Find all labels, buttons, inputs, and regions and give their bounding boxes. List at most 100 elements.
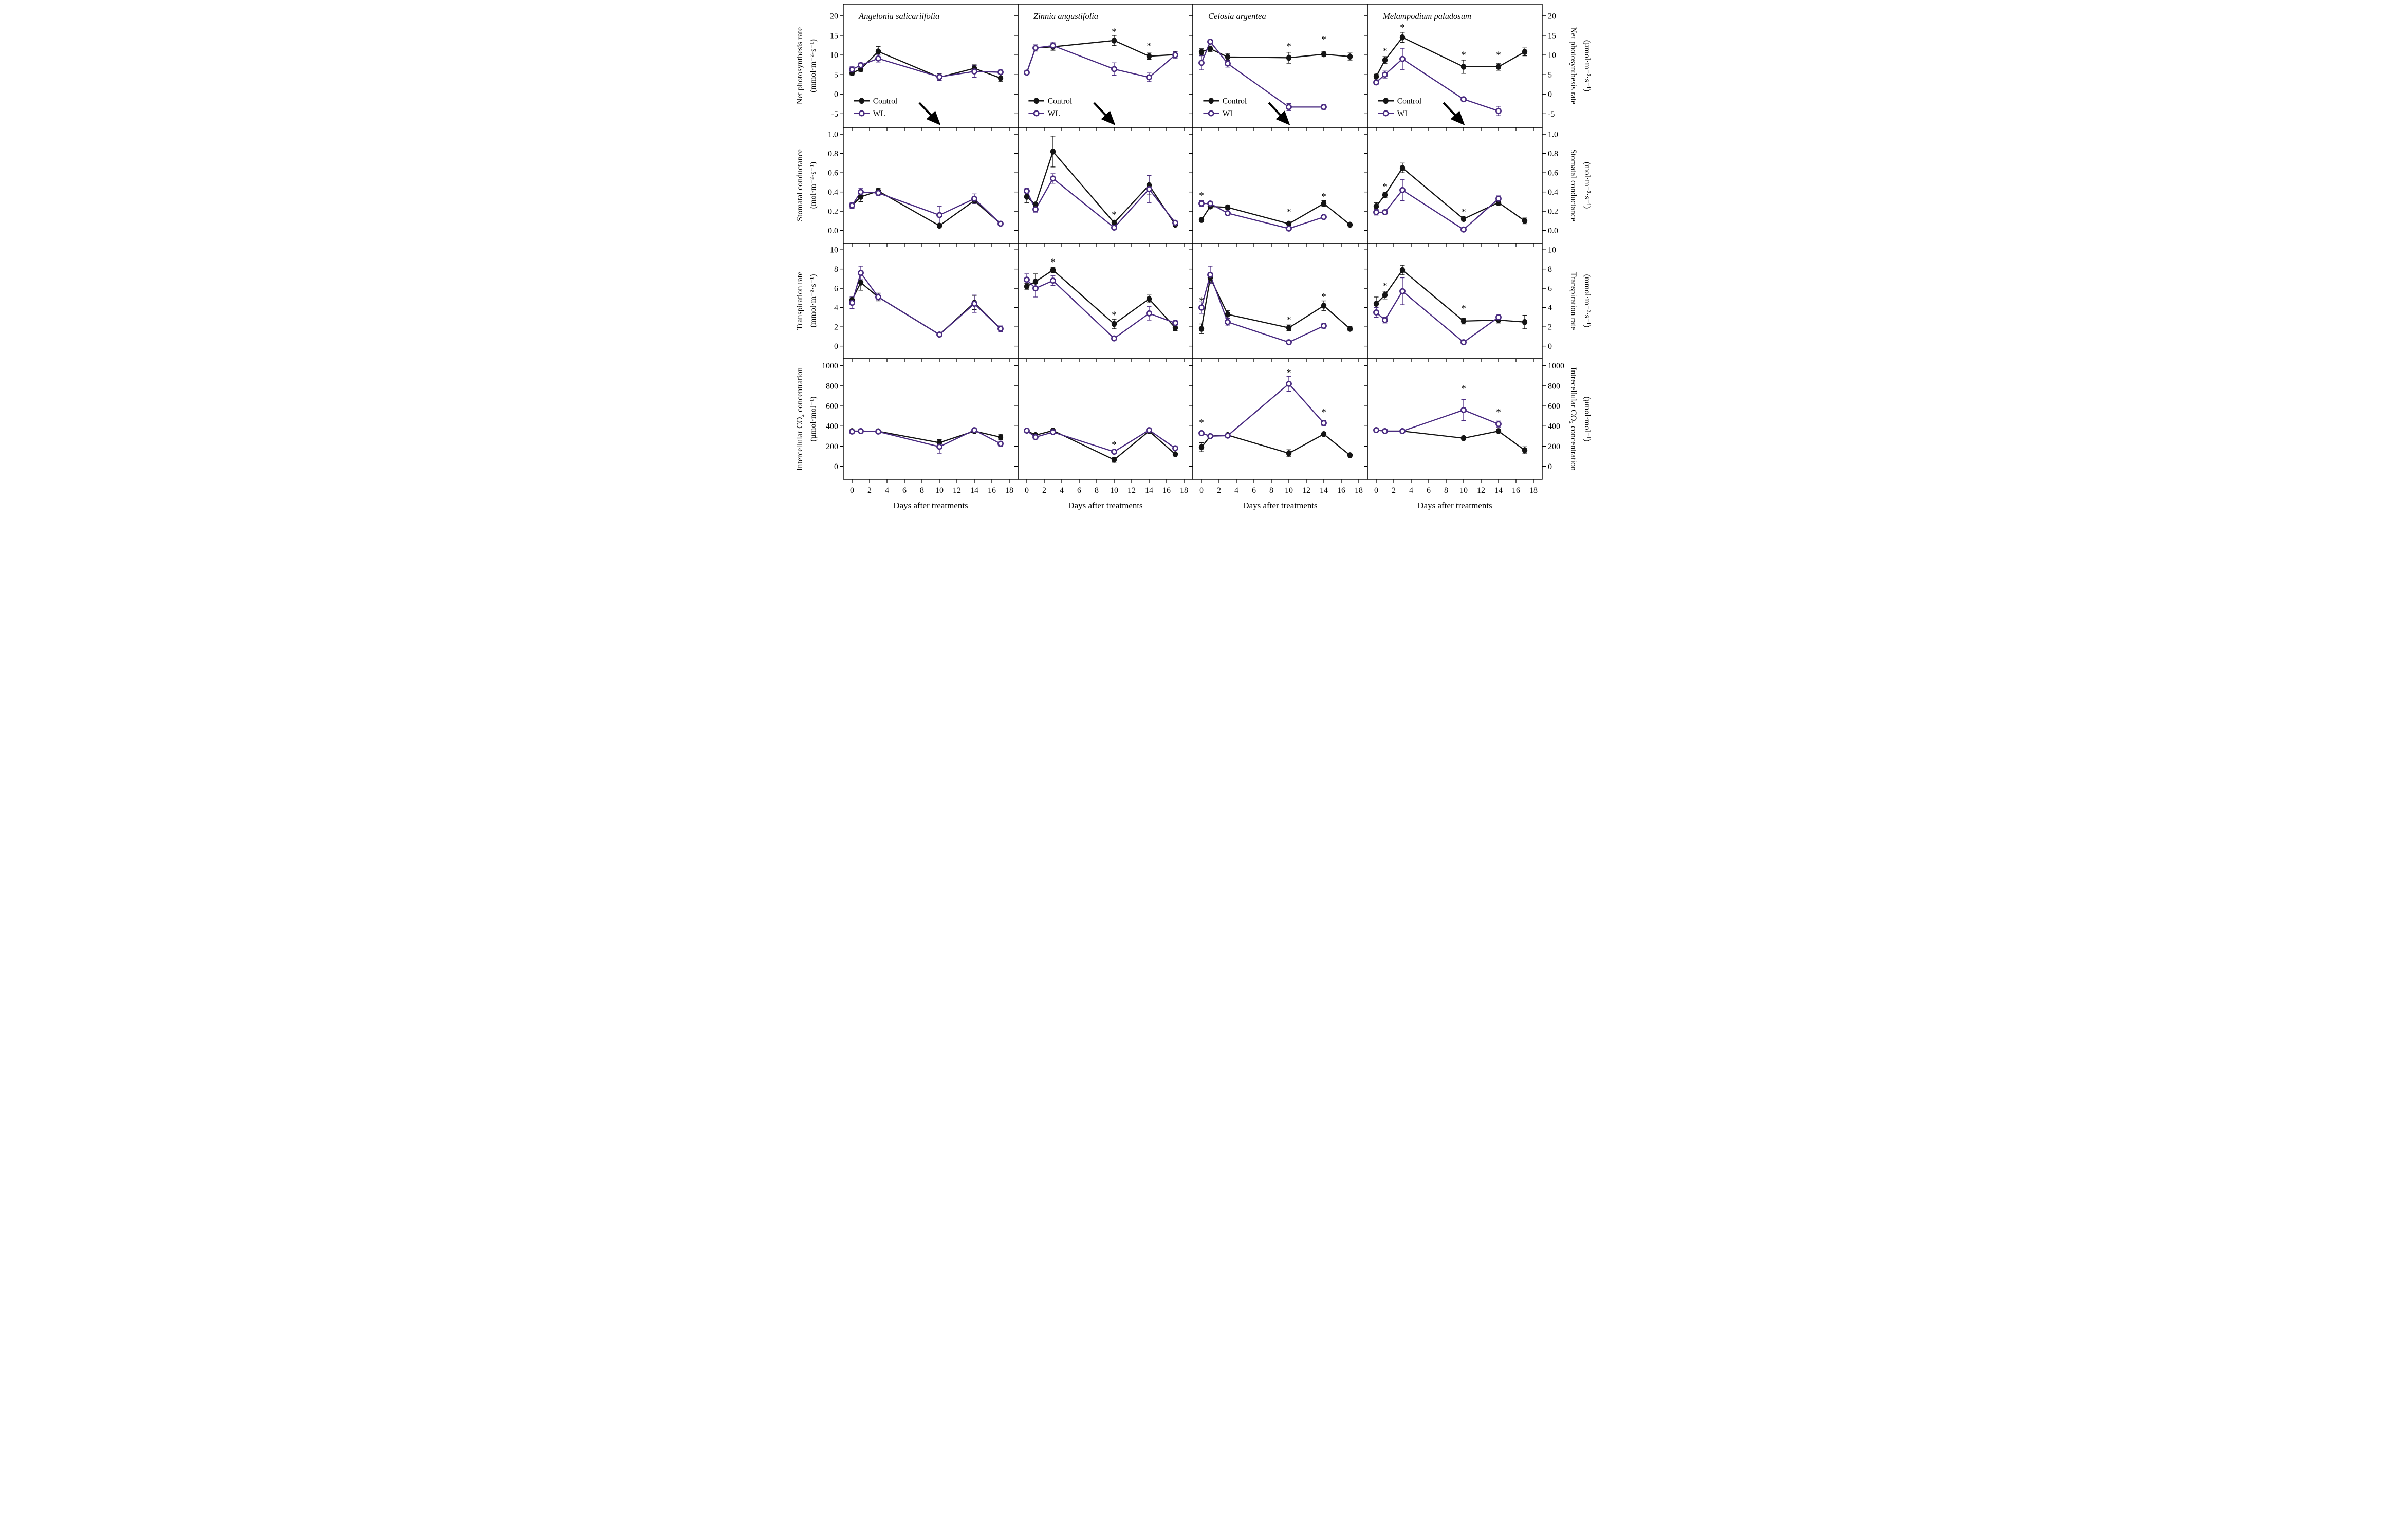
significance-asterisk: * bbox=[1321, 191, 1326, 202]
wl-marker-icon bbox=[1320, 323, 1327, 329]
svg-text:6: 6 bbox=[1548, 285, 1552, 293]
wl-marker-icon bbox=[1399, 288, 1406, 294]
svg-text:14: 14 bbox=[1145, 486, 1153, 495]
svg-text:0.2: 0.2 bbox=[1548, 208, 1558, 216]
svg-text:5: 5 bbox=[1548, 71, 1552, 80]
wl-marker-icon bbox=[875, 55, 881, 62]
control-marker-icon bbox=[1347, 325, 1353, 332]
svg-text:4: 4 bbox=[1548, 304, 1552, 312]
svg-text:2: 2 bbox=[867, 486, 872, 495]
control-marker-icon bbox=[1024, 194, 1029, 200]
svg-text:200: 200 bbox=[826, 442, 838, 451]
wl-marker-icon bbox=[1207, 200, 1213, 207]
legend-label-control: Control bbox=[1222, 97, 1246, 106]
svg-text:6: 6 bbox=[902, 486, 907, 495]
svg-text:5: 5 bbox=[834, 71, 838, 80]
wl-marker-icon bbox=[1207, 271, 1213, 278]
wl-marker-icon bbox=[1032, 45, 1039, 51]
wl-marker-icon bbox=[1224, 319, 1231, 325]
significance-asterisk: * bbox=[1321, 291, 1326, 302]
control-marker-icon bbox=[1198, 325, 1204, 332]
control-marker-icon bbox=[1208, 98, 1214, 104]
wl-marker-icon bbox=[1373, 427, 1379, 433]
control-marker-icon bbox=[1198, 49, 1204, 55]
control-marker-icon bbox=[858, 279, 863, 286]
svg-text:0.2: 0.2 bbox=[828, 208, 838, 216]
wl-marker-icon bbox=[1198, 200, 1205, 207]
significance-asterisk: * bbox=[1382, 281, 1388, 292]
significance-asterisk: * bbox=[1199, 295, 1204, 306]
svg-text:1000: 1000 bbox=[1548, 362, 1564, 370]
wl-marker-icon bbox=[936, 73, 942, 80]
y-axis-title-right: Intrecellular CO₂ concentration bbox=[1569, 367, 1578, 471]
svg-text:15: 15 bbox=[1548, 31, 1556, 40]
svg-text:8: 8 bbox=[834, 265, 838, 274]
svg-text:16: 16 bbox=[1512, 486, 1520, 495]
wl-marker-icon bbox=[1172, 219, 1178, 226]
significance-asterisk: * bbox=[1286, 207, 1291, 217]
control-marker-icon bbox=[1111, 456, 1117, 463]
wl-marker-icon bbox=[1320, 214, 1327, 220]
svg-text:0: 0 bbox=[1548, 462, 1552, 471]
wl-marker-icon bbox=[1399, 428, 1406, 434]
svg-text:0: 0 bbox=[1374, 486, 1378, 495]
svg-text:6: 6 bbox=[1252, 486, 1256, 495]
control-marker-icon bbox=[1286, 325, 1291, 331]
svg-text:12: 12 bbox=[1477, 486, 1485, 495]
control-marker-icon bbox=[1207, 45, 1213, 52]
svg-text:12: 12 bbox=[953, 486, 961, 495]
control-marker-icon bbox=[1522, 319, 1527, 325]
wl-marker-icon bbox=[997, 325, 1004, 332]
wl-marker-icon bbox=[1023, 428, 1030, 434]
significance-asterisk: * bbox=[1321, 407, 1326, 418]
wl-marker-icon bbox=[1145, 186, 1152, 192]
control-marker-icon bbox=[1321, 200, 1326, 207]
legend: Control WL bbox=[1203, 97, 1247, 118]
control-marker-icon bbox=[1522, 217, 1527, 224]
svg-text:18: 18 bbox=[1529, 486, 1538, 495]
wl-marker-icon bbox=[1111, 335, 1117, 342]
wl-marker-icon bbox=[1224, 60, 1231, 67]
wl-marker-icon bbox=[1285, 225, 1292, 232]
panel-r0c2: * * Celosia argentea Control WL bbox=[1189, 4, 1368, 131]
svg-text:18: 18 bbox=[1005, 486, 1013, 495]
control-marker-icon bbox=[1225, 204, 1230, 211]
control-marker-icon bbox=[1460, 216, 1466, 222]
wl-marker-icon bbox=[1320, 104, 1327, 110]
x-axis-title: Days after treatments bbox=[1417, 500, 1492, 510]
svg-text:1.0: 1.0 bbox=[828, 131, 838, 139]
significance-asterisk: * bbox=[1286, 367, 1291, 378]
wl-marker-icon bbox=[1399, 55, 1406, 62]
control-marker-icon bbox=[1321, 51, 1326, 58]
control-marker-icon bbox=[1198, 217, 1204, 223]
control-marker-icon bbox=[1225, 311, 1230, 318]
svg-text:12: 12 bbox=[1127, 486, 1136, 495]
control-marker-icon bbox=[1399, 164, 1405, 171]
wl-marker-icon bbox=[1049, 277, 1056, 284]
control-marker-icon bbox=[1382, 192, 1388, 198]
control-marker-icon bbox=[1024, 283, 1029, 290]
treatment-end-arrow-icon bbox=[1442, 102, 1465, 125]
significance-asterisk: * bbox=[1112, 210, 1117, 220]
svg-text:16: 16 bbox=[1162, 486, 1171, 495]
svg-text:-5: -5 bbox=[831, 110, 838, 119]
control-marker-icon bbox=[1522, 49, 1527, 55]
y-axis-unit-left: (mmol·m⁻²·s⁻¹) bbox=[809, 274, 818, 328]
y-tick-labels-right-row0: -5 0 5 10 15 20 bbox=[1548, 12, 1556, 118]
svg-text:16: 16 bbox=[1337, 486, 1345, 495]
wl-marker-icon bbox=[1495, 195, 1502, 202]
svg-text:600: 600 bbox=[1548, 402, 1560, 411]
y-axis-unit-right: (mmol·m⁻²·s⁻¹) bbox=[1583, 274, 1592, 328]
wl-marker-icon bbox=[971, 195, 977, 202]
significance-asterisk: * bbox=[1112, 440, 1117, 451]
significance-asterisk: * bbox=[1461, 303, 1466, 314]
control-marker-icon bbox=[1373, 73, 1379, 80]
wl-marker-icon bbox=[1320, 420, 1327, 426]
svg-text:0: 0 bbox=[834, 90, 838, 99]
control-marker-icon bbox=[1382, 57, 1388, 63]
wl-marker-icon bbox=[1373, 79, 1379, 86]
control-marker-icon bbox=[1198, 444, 1204, 451]
svg-text:400: 400 bbox=[1548, 422, 1560, 431]
y-tick-labels-left-row0: -5 0 5 10 15 20 bbox=[830, 12, 838, 118]
wl-marker-icon bbox=[936, 331, 942, 338]
